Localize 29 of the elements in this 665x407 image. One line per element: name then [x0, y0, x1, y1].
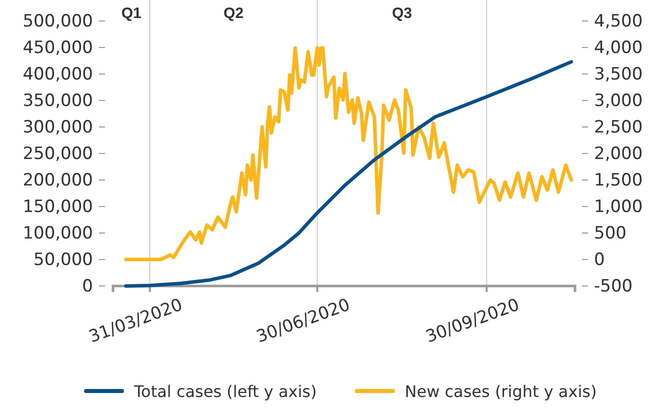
y2-tick-label: 0	[594, 250, 605, 270]
y2-tick-label: 4,000	[594, 38, 643, 58]
y-tick-label: 350,000	[22, 90, 93, 111]
y2-tick-label: 4,500	[594, 11, 643, 32]
y-tick-label: 50,000	[34, 250, 93, 270]
y-tick-label: 450,000	[22, 38, 93, 58]
y2-tick-label: 2,000	[594, 144, 643, 164]
annotation: Q2	[224, 5, 244, 22]
y2-tick-label: 3,500	[594, 64, 643, 84]
annotation: Q1	[121, 5, 142, 22]
y2-tick-label: 2,500	[594, 117, 643, 138]
annotation: Q3	[392, 5, 412, 22]
y-tick-label: 500,000	[22, 11, 93, 32]
line-series	[124, 46, 574, 262]
y-tick-label: 0	[82, 276, 93, 296]
y-tick-label: 100,000	[22, 223, 93, 244]
y-tick-label: 400,000	[22, 64, 93, 84]
y-tick-label: 250,000	[22, 144, 93, 164]
line-series	[124, 60, 574, 288]
y-tick-label: 200,000	[22, 170, 93, 190]
legend-label: New cases (right y axis)	[404, 382, 597, 401]
y-tick-label: 300,000	[22, 117, 93, 138]
legend-label: Total cases (left y axis)	[133, 382, 317, 401]
y2-tick-label: 500	[594, 223, 626, 244]
y2-tick-label: 1,000	[594, 196, 643, 217]
y2-tick-label: -500	[594, 276, 633, 296]
y-tick-label: 150,000	[22, 196, 93, 217]
y2-tick-label: 1,500	[594, 170, 643, 190]
y2-tick-label: 3,000	[594, 90, 643, 111]
